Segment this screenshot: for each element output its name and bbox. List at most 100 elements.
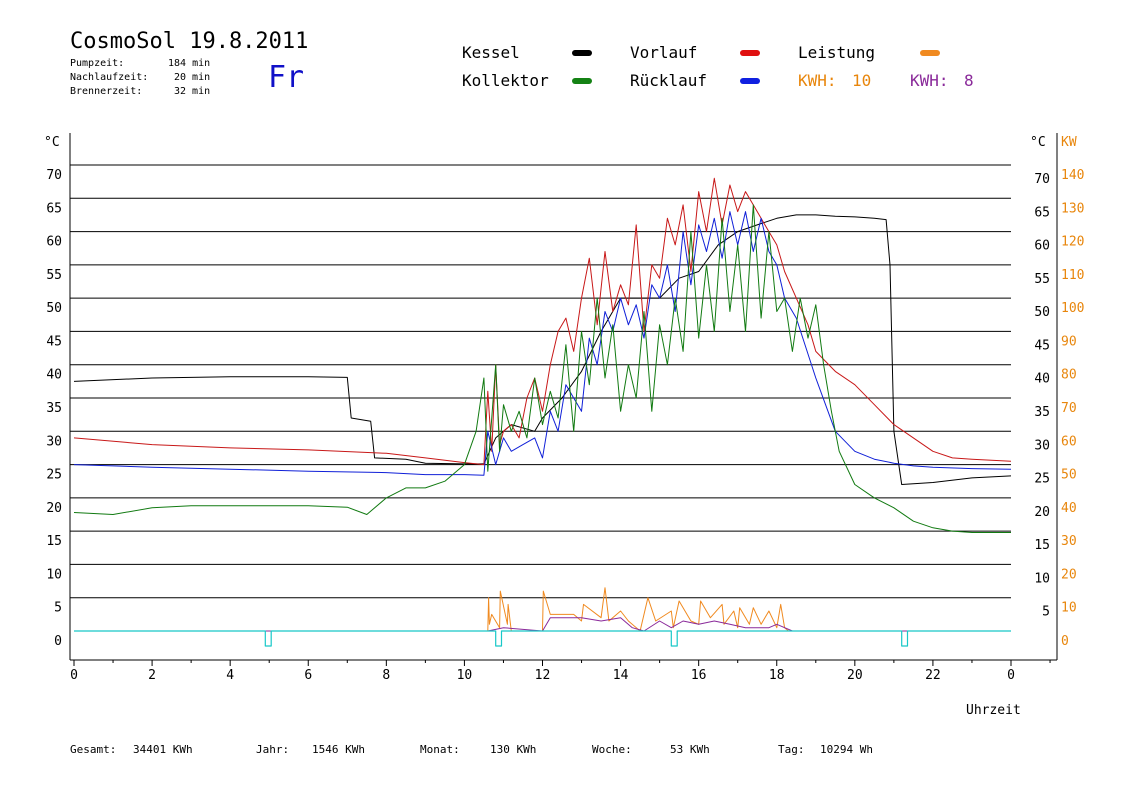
legend-kollektor-label: Kollektor	[462, 71, 549, 90]
y-tick-label-right: 55	[1034, 272, 1050, 287]
y-tick-label-left: 0	[54, 634, 62, 649]
footer-jahr-label: Jahr:	[256, 743, 290, 756]
y2-tick-label: 40	[1061, 501, 1077, 516]
legend-kessel-label: Kessel	[462, 43, 520, 62]
y-tick-label-left: 65	[46, 201, 62, 216]
legend-kwh2-label: KWH:	[910, 71, 949, 90]
x-tick-label: 6	[304, 668, 312, 683]
legend-kwh1-value: 10	[852, 71, 872, 90]
x-tick-label: 14	[613, 668, 629, 683]
x-tick-label: 0	[70, 668, 78, 683]
x-tick-label: 10	[457, 668, 473, 683]
footer-monat-value: 130 KWh	[490, 743, 537, 756]
legend-kwh2-value: 8	[964, 71, 974, 90]
y-tick-label-left: 50	[46, 301, 62, 316]
y2-tick-label: 90	[1061, 334, 1077, 349]
y-axis-left-unit: °C	[44, 135, 60, 150]
y2-tick-label: 60	[1061, 434, 1077, 449]
y-tick-label-right: 70	[1034, 172, 1050, 187]
y-tick-label-right: 35	[1034, 405, 1050, 420]
x-tick-label: 18	[769, 668, 785, 683]
y-tick-label-left: 5	[54, 601, 62, 616]
y-tick-label-left: 15	[46, 534, 62, 549]
footer-gesamt-value: 34401 KWh	[133, 743, 193, 756]
x-tick-label: 0	[1007, 668, 1015, 683]
y2-tick-label: 20	[1061, 567, 1077, 582]
stat-nachlauf-label: Nachlaufzeit:	[70, 72, 149, 83]
footer-gesamt-label: Gesamt:	[70, 743, 117, 756]
y-tick-label-left: 35	[46, 401, 62, 416]
y-tick-label-right: 15	[1034, 538, 1050, 553]
chart-title: CosmoSol 19.8.2011	[70, 29, 309, 54]
legend-leistung-label: Leistung	[798, 43, 876, 62]
stat-brenner-value: 32 min	[174, 86, 211, 97]
y-tick-label-right: 30	[1034, 438, 1050, 453]
y-tick-label-left: 70	[46, 168, 62, 183]
legend-ruecklauf-swatch	[740, 78, 760, 84]
y-tick-label-right: 10	[1034, 571, 1050, 586]
y2-tick-label: 100	[1061, 301, 1084, 316]
footer-jahr-value: 1546 KWh	[312, 743, 365, 756]
series-line-kessel	[73, 214, 1012, 485]
legend-leistung-swatch	[920, 50, 940, 56]
x-axis-label: Uhrzeit	[966, 703, 1021, 718]
y-tick-label-right: 5	[1042, 605, 1050, 620]
series-line-r-cklauf	[73, 211, 1012, 476]
x-tick-label: 16	[691, 668, 707, 683]
y-tick-label-right: 50	[1034, 305, 1050, 320]
y2-tick-label: 50	[1061, 468, 1077, 483]
legend-kollektor-swatch	[572, 78, 592, 84]
y-tick-label-right: 40	[1034, 372, 1050, 387]
x-tick-label: 12	[535, 668, 551, 683]
y-tick-label-left: 55	[46, 268, 62, 283]
y2-tick-label: 70	[1061, 401, 1077, 416]
x-tick-label: 4	[226, 668, 234, 683]
series-line-leistung	[74, 587, 1011, 632]
stat-brenner-label: Brennerzeit:	[70, 86, 143, 97]
y-tick-label-left: 45	[46, 334, 62, 349]
series-line-brenner	[74, 630, 1011, 647]
footer-tag-value: 10294 Wh	[820, 743, 873, 756]
y2-tick-label: 120	[1061, 235, 1084, 250]
y2-tick-label: 30	[1061, 534, 1077, 549]
stat-nachlauf-value: 20 min	[174, 72, 211, 83]
y-tick-label-left: 40	[46, 368, 62, 383]
footer-monat-label: Monat:	[420, 743, 460, 756]
legend-vorlauf-label: Vorlauf	[630, 43, 698, 62]
y-tick-label-left: 25	[46, 468, 62, 483]
y-tick-label-right: 60	[1034, 239, 1050, 254]
x-tick-label: 22	[925, 668, 941, 683]
footer-woche-value: 53 KWh	[670, 743, 710, 756]
footer-woche-label: Woche:	[592, 743, 632, 756]
y-tick-label-left: 20	[46, 501, 62, 516]
y2-tick-label: 80	[1061, 368, 1077, 383]
legend-kessel-swatch	[572, 50, 592, 56]
y2-tick-label: 10	[1061, 601, 1077, 616]
series-line-leistung2	[74, 617, 1011, 632]
series-line-kollektor	[73, 204, 1011, 533]
weekday-label: Fr	[268, 60, 305, 95]
legend-kwh1-label: KWH:	[798, 71, 837, 90]
y-tick-label-right: 45	[1034, 338, 1050, 353]
y-tick-label-left: 60	[46, 235, 62, 250]
legend-ruecklauf-label: Rücklauf	[630, 71, 708, 90]
x-tick-label: 8	[382, 668, 390, 683]
stat-pumpzeit-label: Pumpzeit:	[70, 58, 125, 69]
y-tick-label-left: 10	[46, 567, 62, 582]
legend-vorlauf-swatch	[740, 50, 760, 56]
y-axis-right-power-unit: KW	[1061, 135, 1077, 150]
stat-pumpzeit-value: 184 min	[168, 58, 211, 69]
x-tick-label: 2	[148, 668, 156, 683]
y-tick-label-left: 30	[46, 434, 62, 449]
x-tick-label: 20	[847, 668, 863, 683]
y-tick-label-right: 25	[1034, 472, 1050, 487]
y2-tick-label: 110	[1061, 268, 1084, 283]
y2-tick-label: 130	[1061, 201, 1084, 216]
y-axis-right-temp-unit: °C	[1030, 135, 1046, 150]
y-tick-label-right: 65	[1034, 205, 1050, 220]
y-tick-label-right: 20	[1034, 505, 1050, 520]
y2-tick-label: 0	[1061, 634, 1069, 649]
y2-tick-label: 140	[1061, 168, 1084, 183]
footer-tag-label: Tag:	[778, 743, 805, 756]
